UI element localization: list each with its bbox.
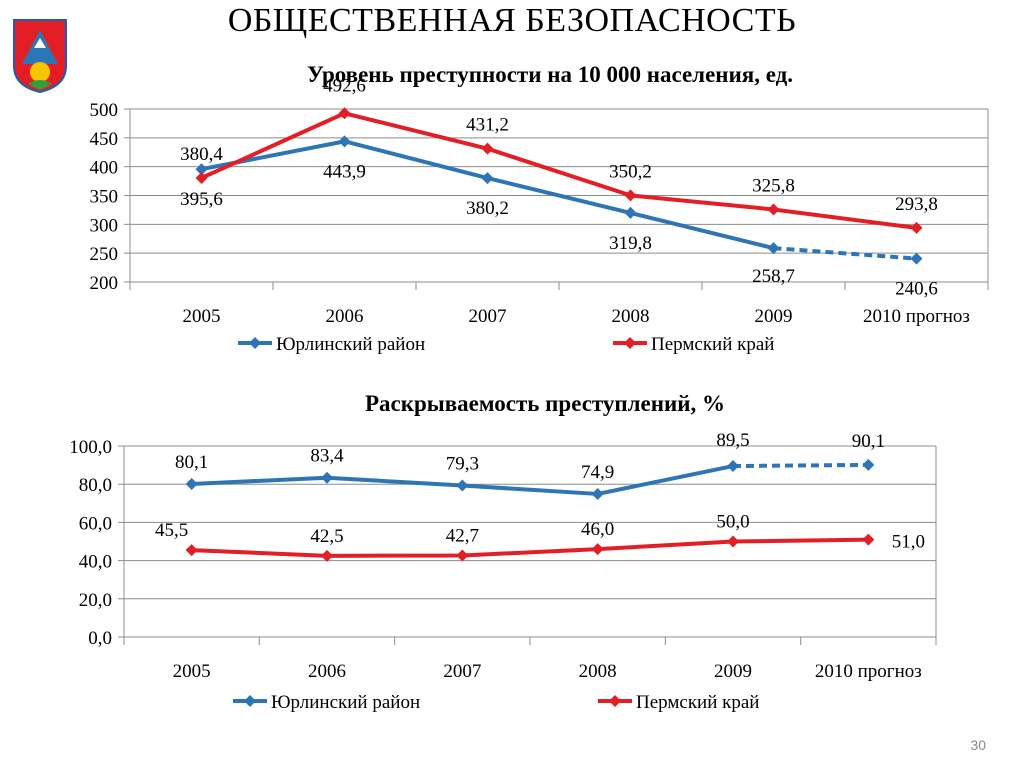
data-point <box>727 535 739 548</box>
x-tick-label: 2005 <box>183 306 221 327</box>
data-point <box>591 543 604 556</box>
data-point <box>456 479 469 492</box>
data-label: 83,4 <box>310 446 344 467</box>
y-tick-label: 350 <box>90 187 119 208</box>
y-tick-label: 300 <box>90 215 119 236</box>
x-tick-label: 2009 <box>714 661 752 682</box>
legend-marker <box>624 337 636 349</box>
legend-marker <box>244 695 256 707</box>
data-label: 50,0 <box>716 512 749 533</box>
data-point <box>481 142 494 155</box>
x-tick-label: 2009 <box>755 306 793 327</box>
data-label: 492,6 <box>323 75 366 96</box>
y-tick-label: 20,0 <box>79 590 112 611</box>
data-point <box>456 549 469 562</box>
page-number: 30 <box>970 737 986 753</box>
data-label: 80,1 <box>175 452 208 473</box>
legend-label: Пермский край <box>636 692 759 713</box>
data-label: 79,3 <box>446 454 479 475</box>
x-tick-label: 2007 <box>469 306 507 327</box>
series-line <box>200 111 917 230</box>
data-point <box>481 172 494 185</box>
data-point <box>767 203 780 216</box>
data-point <box>195 171 208 184</box>
data-point <box>185 478 198 491</box>
legend-label: Юрлинский район <box>276 334 425 355</box>
data-label: 89,5 <box>716 430 749 451</box>
data-label: 350,2 <box>609 161 652 182</box>
y-tick-label: 500 <box>90 100 119 121</box>
data-point <box>338 107 351 120</box>
legend-marker <box>609 695 621 707</box>
data-point <box>185 544 198 557</box>
data-label: 380,4 <box>180 144 223 165</box>
x-tick-label: 2010 прогноз <box>863 306 970 327</box>
data-point <box>624 206 637 219</box>
page-title: ОБЩЕСТВЕННАЯ БЕЗОПАСНОСТЬ <box>227 2 797 39</box>
coat-of-arms-logo <box>13 19 67 94</box>
x-tick-label: 2006 <box>326 306 364 327</box>
data-point <box>767 242 780 255</box>
legend-label: Пермский край <box>651 334 774 355</box>
data-point <box>910 221 923 234</box>
data-point <box>195 163 208 176</box>
data-label: 258,7 <box>752 266 795 287</box>
data-label: 74,9 <box>581 462 614 483</box>
data-point <box>862 458 875 471</box>
crime-rate-chart: 200 250 300 350 400 450 500 2005 2006 2007 2008 200… <box>90 75 989 355</box>
data-label: 431,2 <box>466 115 509 136</box>
data-label: 46,0 <box>581 519 614 540</box>
data-label: 293,8 <box>895 194 938 215</box>
y-tick-label: 450 <box>90 129 119 150</box>
data-label: 240,6 <box>895 279 938 300</box>
y-tick-label: 80,0 <box>79 475 112 496</box>
y-tick-label: 100,0 <box>69 437 112 458</box>
data-point <box>910 252 923 265</box>
data-point <box>321 549 333 562</box>
x-tick-label: 2008 <box>612 306 650 327</box>
x-tick-label: 2010 прогноз <box>815 661 922 682</box>
data-point <box>321 471 333 484</box>
x-tick-label: 2005 <box>173 661 211 682</box>
data-label: 90,1 <box>852 431 885 452</box>
y-tick-label: 200 <box>90 273 119 294</box>
data-point <box>591 487 604 500</box>
data-label: 443,9 <box>323 161 366 182</box>
data-point <box>862 533 875 546</box>
data-label: 380,2 <box>466 198 509 219</box>
data-label: 45,5 <box>155 520 188 541</box>
y-tick-label: 0,0 <box>88 628 112 649</box>
data-label: 325,8 <box>752 175 795 196</box>
y-tick-label: 400 <box>90 158 119 179</box>
data-point <box>624 189 637 202</box>
forecast-line <box>732 462 869 469</box>
chart2-title: Раскрываемость преступлений, % <box>364 391 726 416</box>
data-point <box>338 135 351 148</box>
x-tick-label: 2007 <box>443 661 481 682</box>
y-tick-label: 60,0 <box>79 513 112 534</box>
data-label: 42,7 <box>446 525 479 546</box>
y-tick-label: 250 <box>90 244 119 265</box>
legend-marker <box>249 337 261 349</box>
x-tick-label: 2006 <box>308 661 346 682</box>
x-tick-label: 2008 <box>579 661 617 682</box>
series-line <box>191 537 869 558</box>
data-point <box>727 460 739 473</box>
legend-label: Юрлинский район <box>271 692 420 713</box>
chart1-title: Уровень преступности на 10 000 населения… <box>306 62 794 87</box>
y-tick-label: 40,0 <box>79 552 112 573</box>
data-label: 319,8 <box>609 233 652 254</box>
data-label: 395,6 <box>180 189 223 210</box>
data-label: 42,5 <box>310 526 343 547</box>
forecast-line <box>773 246 917 261</box>
data-label: 51,0 <box>892 532 925 553</box>
